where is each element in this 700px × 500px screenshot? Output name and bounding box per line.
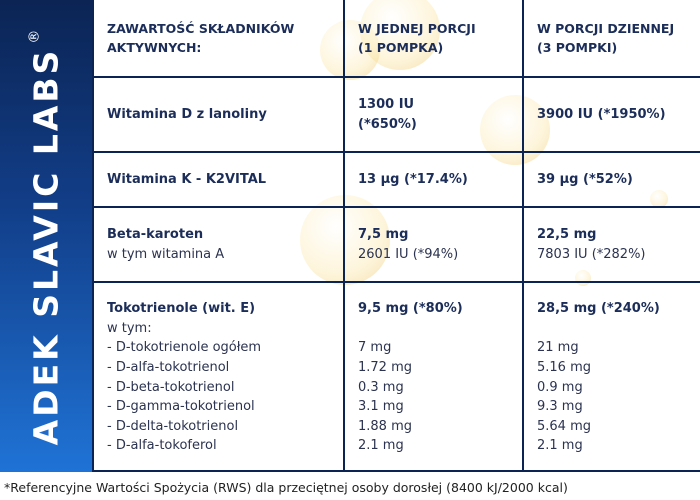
value-cell: 3900 IU (*1950%) [524, 78, 700, 153]
value-detail: 9.3 mg [537, 399, 583, 415]
row-label-cell: Beta-karoten w tym witamina A [94, 208, 345, 283]
bubble [650, 190, 668, 208]
value-detail: 1.72 mg [358, 359, 412, 375]
value-cell: 28,5 mg (*240%) 21 mg 5.16 mg 0.9 mg 9.3 mg 5… [524, 283, 700, 472]
value-detail: 5.64 mg [537, 418, 591, 434]
row-detail: - D-tokotrienole ogółem [107, 340, 262, 356]
row-detail: - D-gamma-tokotrienol [107, 399, 255, 415]
row-detail: - D-alfa-tokotrienol [107, 359, 230, 375]
value: (*650%) [358, 116, 417, 132]
value-detail: 7803 IU (*282%) [537, 246, 646, 262]
value-cell: 22,5 mg 7803 IU (*282%) [524, 208, 700, 283]
value: 28,5 mg (*240%) [537, 301, 660, 317]
value: 9,5 mg (*80%) [358, 301, 463, 317]
value: 1300 IU [358, 96, 415, 112]
row-label-cell: Witamina D z lanoliny [94, 78, 345, 153]
header-text: ZAWARTOŚĆ SKŁADNIKÓW [107, 21, 295, 36]
value-detail: 2.1 mg [537, 438, 583, 454]
value-detail: 0.3 mg [358, 379, 404, 395]
bubble [480, 95, 550, 165]
brand-band: ADEK SLAVIC LABS ® [0, 0, 92, 472]
footnote: *Referencyjne Wartości Spożycia (RWS) dl… [4, 480, 568, 495]
value-detail: 7 mg [358, 340, 392, 356]
value-cell: 7,5 mg 2601 IU (*94%) [345, 208, 524, 283]
row-detail: w tym witamina A [107, 246, 225, 262]
value-detail: 1.88 mg [358, 418, 412, 434]
row-label: Witamina D z lanoliny [107, 106, 267, 122]
row-label-cell: Tokotrienole (wit. E) w tym: - D-tokotrien… [94, 283, 345, 472]
value-cell: 39 µg (*52%) [524, 153, 700, 208]
value-cell: 13 µg (*17.4%) [345, 153, 524, 208]
value: 7,5 mg [358, 226, 409, 242]
bubble [300, 195, 390, 285]
row-label: Witamina K - K2VITAL [107, 171, 267, 187]
value: 13 µg (*17.4%) [358, 171, 468, 187]
header-text: (3 POMPKI) [537, 40, 618, 55]
value-detail: 5.16 mg [537, 359, 591, 375]
brand-text: ADEK SLAVIC LABS [26, 47, 66, 446]
header-cell: ZAWARTOŚĆ SKŁADNIKÓW AKTYWNYCH: [94, 0, 345, 78]
value-detail: 2601 IU (*94%) [358, 246, 459, 262]
value-detail: 21 mg [537, 340, 579, 356]
row-detail: - D-delta-tokotrienol [107, 418, 239, 434]
header-text: W JEDNEJ PORCJI [358, 21, 476, 36]
brand: ADEK SLAVIC LABS ® [27, 27, 66, 446]
value: 3900 IU (*1950%) [537, 106, 666, 122]
brand-mark: ® [26, 26, 43, 44]
header-cell: W JEDNEJ PORCJI (1 POMPKA) [345, 0, 524, 78]
header-text: W PORCJI DZIENNEJ [537, 21, 675, 36]
header-cell: W PORCJI DZIENNEJ (3 POMPKI) [524, 0, 700, 78]
value-detail: 2.1 mg [358, 438, 404, 454]
value: 22,5 mg [537, 226, 597, 242]
value-cell: 9,5 mg (*80%) 7 mg 1.72 mg 0.3 mg 3.1 mg 1.88… [345, 283, 524, 472]
bubble [360, 0, 440, 70]
value-detail: 0.9 mg [537, 379, 583, 395]
row-label: Beta-karoten [107, 226, 204, 242]
nutrition-table: ZAWARTOŚĆ SKŁADNIKÓW AKTYWNYCH: W JEDNEJ P… [92, 0, 700, 472]
value-cell: 1300 IU (*650%) [345, 78, 524, 153]
value-detail: 3.1 mg [358, 399, 404, 415]
header-text: (1 POMPKA) [358, 40, 444, 55]
row-label-cell: Witamina K - K2VITAL [94, 153, 345, 208]
row-label: Tokotrienole (wit. E) [107, 301, 256, 317]
row-detail: w tym: [107, 320, 152, 336]
row-detail: - D-beta-tokotrienol [107, 379, 235, 395]
row-detail: - D-alfa-tokoferol [107, 438, 217, 454]
header-text: AKTYWNYCH: [107, 40, 202, 55]
spacer [537, 319, 690, 339]
spacer [358, 319, 510, 339]
value: 39 µg (*52%) [537, 171, 633, 187]
